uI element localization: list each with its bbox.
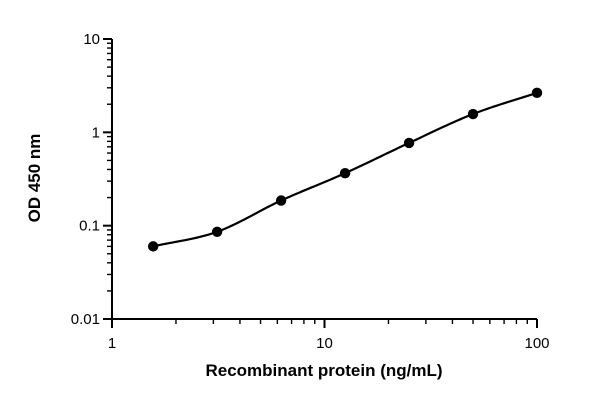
x-tick-label: 10 (316, 335, 333, 352)
data-point (211, 226, 223, 237)
y-tick-label: 10 (83, 31, 100, 48)
data-point (403, 137, 415, 149)
x-tick-label: 1 (108, 335, 116, 352)
y-tick-label: 1 (92, 124, 100, 141)
y-axis-title: OD 450 nm (25, 134, 44, 223)
data-point (531, 87, 543, 99)
x-axis-title: Recombinant protein (ng/mL) (205, 361, 442, 380)
x-ticks: 1 10 100 (108, 319, 550, 352)
data-point (339, 167, 351, 179)
y-tick-label: 0.01 (71, 311, 100, 328)
data-point (275, 195, 287, 206)
data-point (147, 241, 159, 252)
x-tick-label: 100 (524, 335, 549, 352)
data-point (467, 108, 479, 120)
data-points (147, 87, 543, 252)
axes (111, 39, 537, 320)
y-ticks: 0.01 0.1 1 10 (71, 31, 112, 328)
y-tick-label: 0.1 (79, 218, 100, 235)
